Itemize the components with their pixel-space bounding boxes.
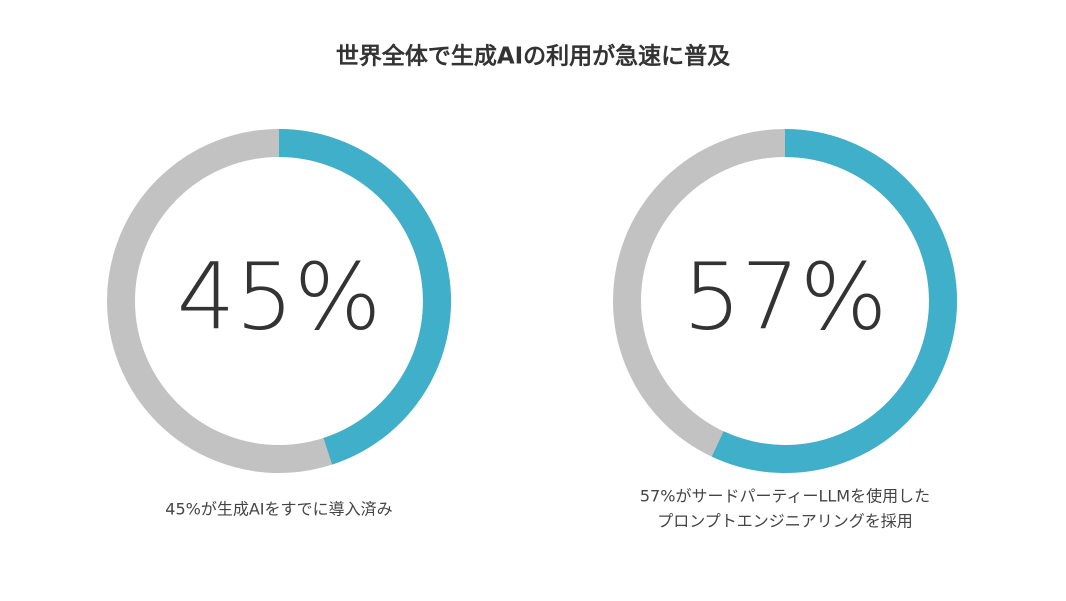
donut-arc [711, 129, 957, 473]
page-title: 世界全体で生成AIの利用が急速に普及 [336, 43, 730, 70]
donut-arc [278, 129, 451, 465]
caption: 45%が生成AIをすでに導入済み [165, 500, 392, 519]
caption: 57%がサードパーティーLLMを使用した [640, 487, 930, 506]
caption: プロンプトエンジニアリングを採用 [657, 512, 913, 531]
center-value: 57% [683, 244, 887, 351]
center-value: 45% [177, 244, 381, 351]
